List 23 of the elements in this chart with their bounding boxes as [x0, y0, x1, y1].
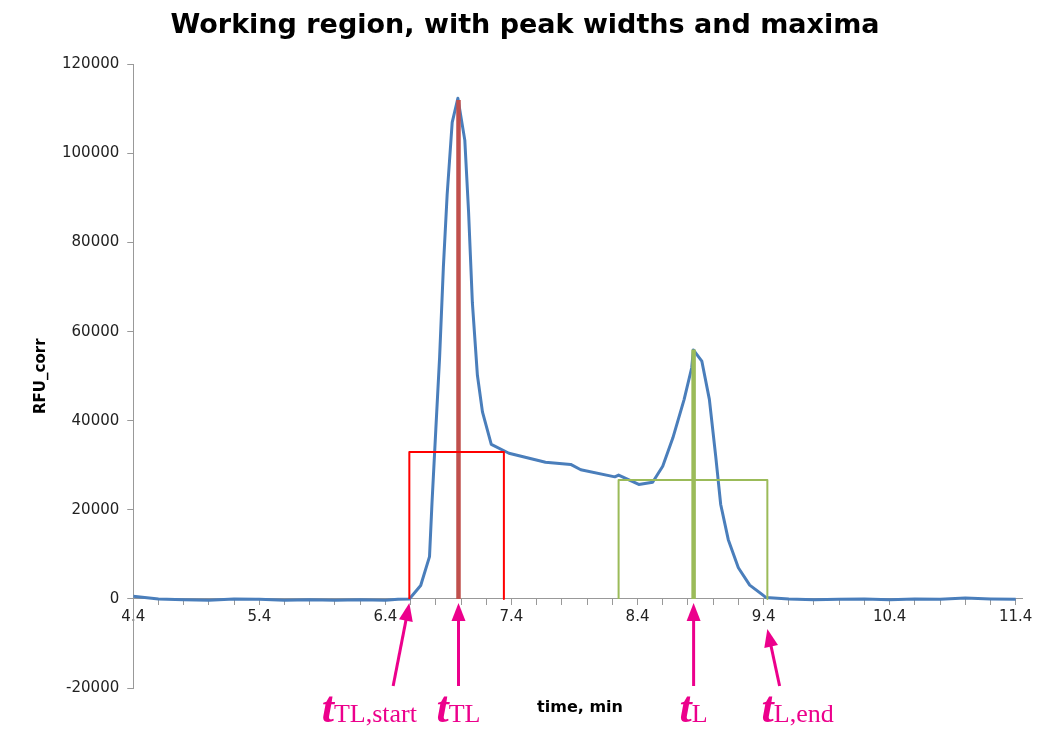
annotation: tTL [436, 683, 481, 732]
y-tick-label: 0 [109, 588, 120, 607]
y-tick-label: 80000 [71, 232, 120, 251]
x-tick-label: 10.4 [872, 606, 907, 625]
x-axis-title: time, min [537, 697, 623, 716]
x-tick-label: 5.4 [247, 606, 272, 625]
y-tick-label: 20000 [71, 499, 120, 518]
x-tick-label: 4.4 [121, 606, 146, 625]
x-tick-label: 8.4 [625, 606, 650, 625]
x-tick-label: 9.4 [751, 606, 776, 625]
chart-title: Working region, with peak widths and maxima [170, 8, 880, 40]
x-tick-label: 11.4 [998, 606, 1033, 625]
y-tick-label: -20000 [66, 677, 120, 696]
y-tick-label: 40000 [71, 410, 120, 429]
annotation: tL [679, 683, 708, 732]
x-tick-label: 7.4 [499, 606, 524, 625]
y-axis-title: RFU_corr [30, 337, 49, 414]
annotation: tL,end [761, 683, 834, 732]
y-tick-label: 100000 [62, 143, 120, 162]
y-tick-label: 120000 [62, 54, 120, 73]
annotation: tTL,start [321, 683, 418, 732]
x-tick-label: 6.4 [373, 606, 398, 625]
y-tick-label: 60000 [71, 321, 120, 340]
